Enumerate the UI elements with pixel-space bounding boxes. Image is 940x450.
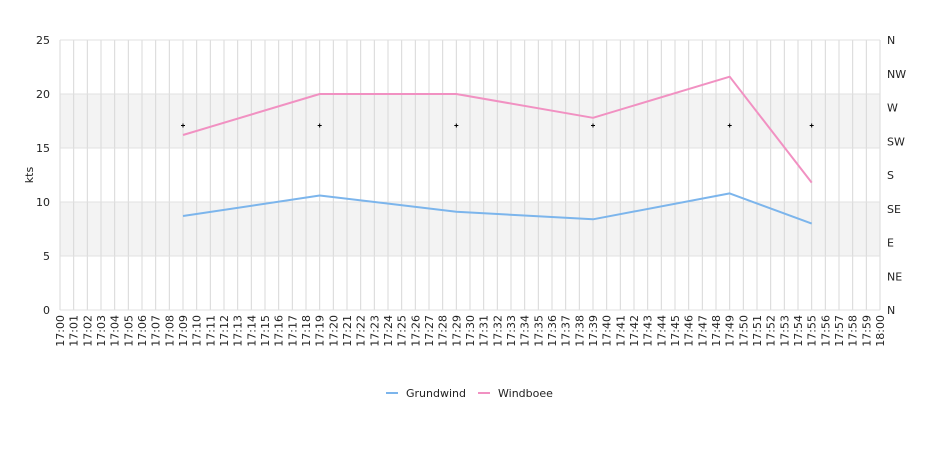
y2-tick-label: SW bbox=[887, 135, 905, 148]
x-tick-label: 17:02 bbox=[81, 315, 94, 347]
legend-label: Grundwind bbox=[406, 387, 466, 400]
x-tick-label: 17:55 bbox=[806, 315, 819, 347]
y-axis-label: kts bbox=[23, 167, 36, 184]
x-tick-label: 18:00 bbox=[874, 315, 887, 347]
x-axis-ticks: 17:00 17:01 17:02 17:03 17:04 17:05 17:06 17:07… bbox=[54, 315, 887, 347]
direction-markers bbox=[181, 123, 814, 128]
x-tick-label: 17:57 bbox=[833, 315, 846, 347]
y-tick-label: 25 bbox=[36, 34, 50, 47]
x-tick-label: 17:29 bbox=[450, 315, 463, 347]
y2-tick-label: N bbox=[887, 34, 895, 47]
x-tick-label: 17:18 bbox=[300, 315, 313, 347]
y-tick-label: 20 bbox=[36, 88, 50, 101]
x-tick-label: 17:32 bbox=[491, 315, 504, 347]
x-tick-label: 17:58 bbox=[847, 315, 860, 347]
x-tick-label: 17:50 bbox=[737, 315, 750, 347]
y2-tick-label: E bbox=[887, 237, 894, 250]
x-tick-label: 17:19 bbox=[314, 315, 327, 347]
direction-marker bbox=[181, 123, 185, 128]
x-tick-label: 17:22 bbox=[355, 315, 368, 347]
x-tick-label: 17:27 bbox=[423, 315, 436, 347]
y2-tick-label: NE bbox=[887, 270, 902, 283]
x-tick-label: 17:14 bbox=[245, 315, 258, 347]
y2-tick-label: SE bbox=[887, 203, 901, 216]
y2-tick-label: W bbox=[887, 102, 898, 115]
x-tick-label: 17:17 bbox=[286, 315, 299, 347]
x-tick-label: 17:39 bbox=[587, 315, 600, 347]
direction-marker bbox=[809, 123, 814, 128]
x-tick-label: 17:44 bbox=[655, 315, 668, 347]
direction-marker bbox=[727, 123, 732, 128]
x-tick-label: 17:48 bbox=[710, 315, 723, 347]
direction-marker bbox=[317, 123, 322, 128]
legend-label: Windboee bbox=[498, 387, 553, 400]
y-tick-label: 10 bbox=[36, 196, 50, 209]
x-tick-label: 17:24 bbox=[382, 315, 395, 347]
x-tick-label: 17:46 bbox=[683, 315, 696, 347]
y2-axis-ticks: N NE E SE S SW W NW N bbox=[887, 34, 906, 317]
x-tick-label: 17:43 bbox=[642, 315, 655, 347]
x-tick-label: 17:38 bbox=[573, 315, 586, 347]
x-tick-label: 17:06 bbox=[136, 315, 149, 347]
direction-marker bbox=[454, 123, 459, 128]
x-tick-label: 17:45 bbox=[669, 315, 682, 347]
y2-tick-label: S bbox=[887, 169, 894, 182]
x-tick-label: 17:33 bbox=[505, 315, 518, 347]
x-tick-label: 17:11 bbox=[204, 315, 217, 347]
x-tick-label: 17:35 bbox=[532, 315, 545, 347]
x-tick-label: 17:52 bbox=[765, 315, 778, 347]
x-tick-label: 17:51 bbox=[751, 315, 764, 347]
series-line-grundwind bbox=[182, 192, 813, 225]
x-tick-label: 17:54 bbox=[792, 315, 805, 347]
x-tick-label: 17:34 bbox=[519, 315, 532, 347]
x-tick-label: 17:40 bbox=[601, 315, 614, 347]
x-tick-label: 17:16 bbox=[273, 315, 286, 347]
x-tick-label: 17:21 bbox=[341, 315, 354, 347]
y-tick-label: 0 bbox=[43, 304, 50, 317]
series-lines bbox=[182, 75, 813, 225]
x-tick-label: 17:13 bbox=[232, 315, 245, 347]
direction-marker bbox=[591, 123, 595, 128]
x-tick-label: 17:42 bbox=[628, 315, 641, 347]
x-tick-label: 17:31 bbox=[478, 315, 491, 347]
x-tick-label: 17:03 bbox=[95, 315, 108, 347]
series-line-windboee bbox=[182, 75, 813, 184]
x-tick-label: 17:01 bbox=[68, 315, 81, 347]
x-tick-label: 17:12 bbox=[218, 315, 231, 347]
x-tick-label: 17:04 bbox=[109, 315, 122, 347]
x-tick-label: 17:00 bbox=[54, 315, 67, 347]
x-tick-label: 17:37 bbox=[560, 315, 573, 347]
x-tick-label: 17:47 bbox=[696, 315, 709, 347]
x-tick-label: 17:09 bbox=[177, 315, 190, 347]
grid-lines bbox=[59, 39, 881, 311]
x-tick-label: 17:56 bbox=[819, 315, 832, 347]
x-tick-label: 17:53 bbox=[778, 315, 791, 347]
x-tick-label: 17:15 bbox=[259, 315, 272, 347]
legend: Grundwind Windboee bbox=[386, 387, 553, 400]
x-tick-label: 17:10 bbox=[191, 315, 204, 347]
x-tick-label: 17:49 bbox=[724, 315, 737, 347]
x-tick-label: 17:26 bbox=[409, 315, 422, 347]
x-tick-label: 17:07 bbox=[150, 315, 163, 347]
x-tick-label: 17:59 bbox=[860, 315, 873, 347]
x-tick-label: 17:25 bbox=[396, 315, 409, 347]
x-tick-label: 17:30 bbox=[464, 315, 477, 347]
y-tick-label: 5 bbox=[43, 250, 50, 263]
x-tick-label: 17:41 bbox=[614, 315, 627, 347]
y-tick-label: 15 bbox=[36, 142, 50, 155]
y2-tick-label: NW bbox=[887, 68, 906, 81]
x-tick-label: 17:28 bbox=[437, 315, 450, 347]
x-tick-label: 17:05 bbox=[122, 315, 135, 347]
x-tick-label: 17:23 bbox=[368, 315, 381, 347]
y2-tick-label: N bbox=[887, 304, 895, 317]
y-axis-ticks: 0 5 10 15 20 25 bbox=[36, 34, 50, 317]
x-tick-label: 17:20 bbox=[327, 315, 340, 347]
x-tick-label: 17:08 bbox=[163, 315, 176, 347]
x-tick-label: 17:36 bbox=[546, 315, 559, 347]
